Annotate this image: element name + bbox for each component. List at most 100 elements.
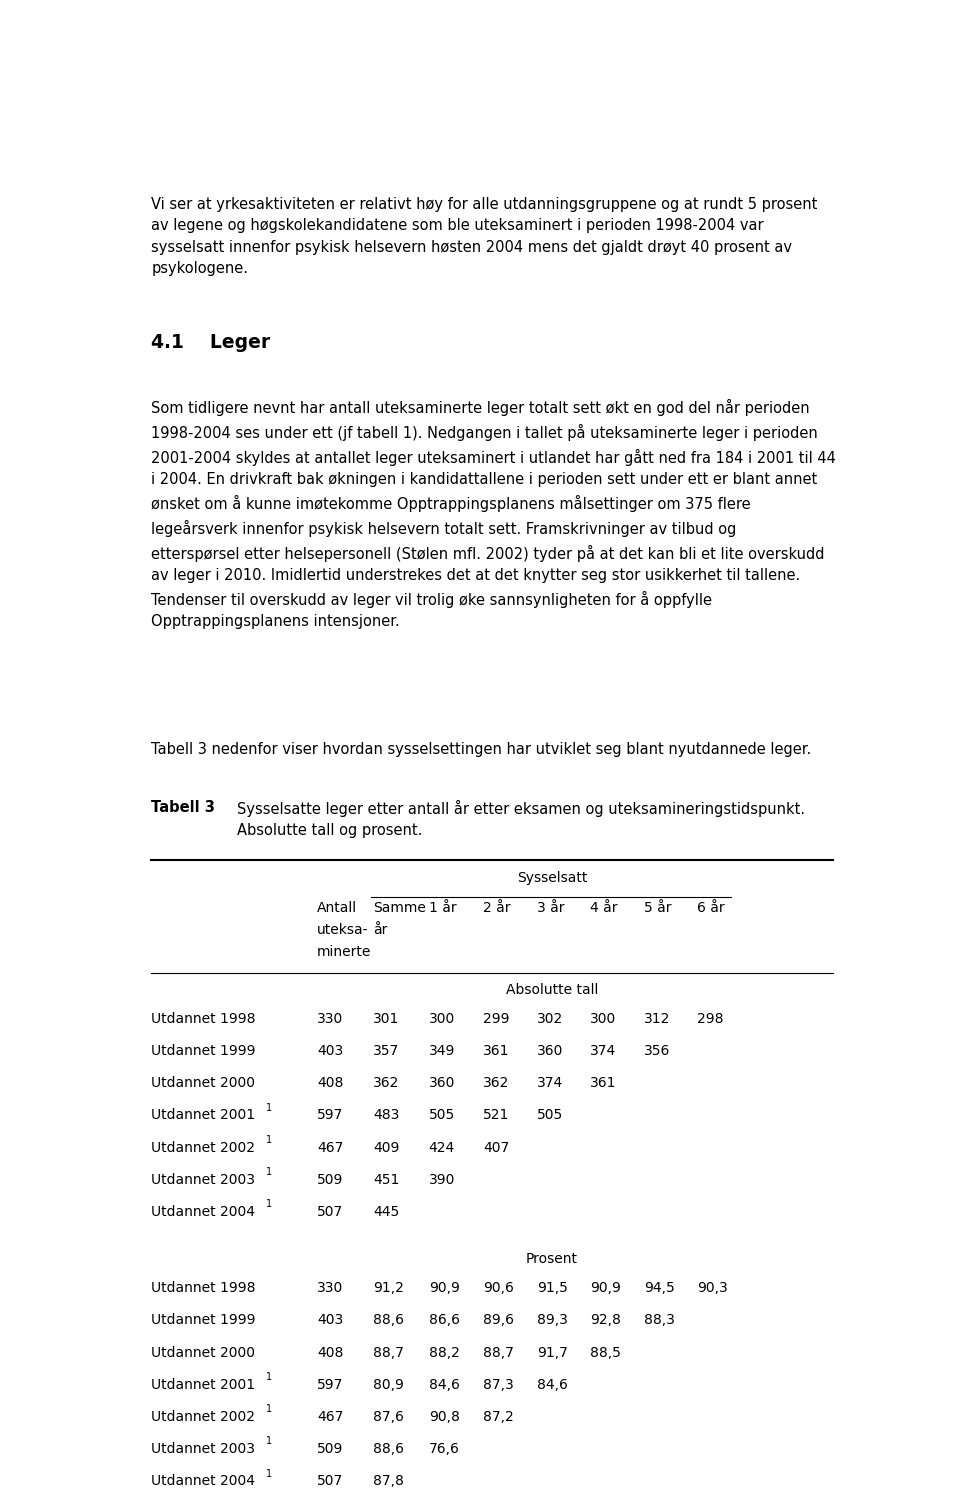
Text: 424: 424 [429,1141,455,1154]
Text: 505: 505 [537,1108,563,1123]
Text: 361: 361 [483,1044,510,1058]
Text: Antall: Antall [317,901,357,915]
Text: 90,8: 90,8 [429,1410,460,1423]
Text: 521: 521 [483,1108,510,1123]
Text: 300: 300 [429,1012,455,1026]
Text: 1: 1 [266,1199,272,1209]
Text: 507: 507 [317,1474,344,1489]
Text: 302: 302 [537,1012,563,1026]
Text: 362: 362 [483,1076,510,1090]
Text: år: år [372,922,387,937]
Text: Utdannet 1999: Utdannet 1999 [152,1044,255,1058]
Text: 374: 374 [537,1076,563,1090]
Text: 87,8: 87,8 [372,1474,404,1489]
Text: 349: 349 [429,1044,455,1058]
Text: 1: 1 [266,1372,272,1381]
Text: 356: 356 [644,1044,670,1058]
Text: 403: 403 [317,1313,344,1328]
Text: 89,3: 89,3 [537,1313,567,1328]
Text: 357: 357 [372,1044,399,1058]
Text: Sysselsatte leger etter antall år etter eksamen og uteksamineringstidspunkt.
Abs: Sysselsatte leger etter antall år etter … [237,800,804,839]
Text: uteksa-: uteksa- [317,922,369,937]
Text: 483: 483 [372,1108,399,1123]
Text: Utdannet 2002: Utdannet 2002 [152,1141,255,1154]
Text: minerte: minerte [317,945,372,958]
Text: 300: 300 [590,1012,616,1026]
Text: 1: 1 [266,1468,272,1479]
Text: 408: 408 [317,1346,344,1359]
Text: 312: 312 [644,1012,670,1026]
Text: 90,6: 90,6 [483,1281,514,1295]
Text: 86,6: 86,6 [429,1313,460,1328]
Text: 1: 1 [266,1437,272,1447]
Text: 361: 361 [590,1076,616,1090]
Text: 360: 360 [537,1044,563,1058]
Text: 409: 409 [372,1141,399,1154]
Text: 509: 509 [317,1443,344,1456]
Text: 374: 374 [590,1044,616,1058]
Text: 84,6: 84,6 [537,1378,567,1392]
Text: Vi ser at yrkesaktiviteten er relativt høy for alle utdanningsgruppene og at run: Vi ser at yrkesaktiviteten er relativt h… [152,197,818,277]
Text: 301: 301 [372,1012,399,1026]
Text: Utdannet 2001: Utdannet 2001 [152,1108,255,1123]
Text: 390: 390 [429,1174,455,1187]
Text: 90,9: 90,9 [590,1281,621,1295]
Text: Utdannet 2002: Utdannet 2002 [152,1410,255,1423]
Text: 76,6: 76,6 [429,1443,460,1456]
Text: 88,5: 88,5 [590,1346,621,1359]
Text: 445: 445 [372,1205,399,1218]
Text: 91,7: 91,7 [537,1346,567,1359]
Text: 91,5: 91,5 [537,1281,567,1295]
Text: 407: 407 [483,1141,510,1154]
Text: 88,6: 88,6 [372,1313,404,1328]
Text: Sysselsatt: Sysselsatt [516,872,588,885]
Text: 1: 1 [266,1404,272,1414]
Text: 1: 1 [266,1103,272,1112]
Text: 90,3: 90,3 [697,1281,728,1295]
Text: 4.1    Leger: 4.1 Leger [152,332,271,351]
Text: 80,9: 80,9 [372,1378,404,1392]
Text: Utdannet 1998: Utdannet 1998 [152,1281,255,1295]
Text: 88,2: 88,2 [429,1346,460,1359]
Text: 467: 467 [317,1410,344,1423]
Text: Utdannet 1999: Utdannet 1999 [152,1313,255,1328]
Text: Som tidligere nevnt har antall uteksaminerte leger totalt sett økt en god del nå: Som tidligere nevnt har antall uteksamin… [152,399,836,629]
Text: 597: 597 [317,1108,344,1123]
Text: 299: 299 [483,1012,510,1026]
Text: 403: 403 [317,1044,344,1058]
Text: Utdannet 2004: Utdannet 2004 [152,1474,255,1489]
Text: Tabell 3 nedenfor viser hvordan sysselsettingen har utviklet seg blant nyutdanne: Tabell 3 nedenfor viser hvordan sysselse… [152,743,811,758]
Text: 509: 509 [317,1174,344,1187]
Text: 507: 507 [317,1205,344,1218]
Text: 408: 408 [317,1076,344,1090]
Text: 467: 467 [317,1141,344,1154]
Text: 330: 330 [317,1012,344,1026]
Text: Utdannet 2001: Utdannet 2001 [152,1378,255,1392]
Text: 5 år: 5 år [644,901,671,915]
Text: 298: 298 [697,1012,724,1026]
Text: Utdannet 2000: Utdannet 2000 [152,1346,255,1359]
Text: Utdannet 1998: Utdannet 1998 [152,1012,255,1026]
Text: 89,6: 89,6 [483,1313,514,1328]
Text: 330: 330 [317,1281,344,1295]
Text: 92,8: 92,8 [590,1313,621,1328]
Text: 6 år: 6 år [697,901,725,915]
Text: 87,2: 87,2 [483,1410,514,1423]
Text: 88,3: 88,3 [644,1313,675,1328]
Text: 451: 451 [372,1174,399,1187]
Text: Utdannet 2003: Utdannet 2003 [152,1174,255,1187]
Text: 505: 505 [429,1108,455,1123]
Text: 1 år: 1 år [429,901,456,915]
Text: Absolutte tall: Absolutte tall [506,982,598,997]
Text: Utdannet 2000: Utdannet 2000 [152,1076,255,1090]
Text: Prosent: Prosent [526,1253,578,1266]
Text: 597: 597 [317,1378,344,1392]
Text: 94,5: 94,5 [644,1281,675,1295]
Text: 4 år: 4 år [590,901,617,915]
Text: Utdannet 2003: Utdannet 2003 [152,1443,255,1456]
Text: 88,7: 88,7 [372,1346,404,1359]
Text: 88,6: 88,6 [372,1443,404,1456]
Text: 2 år: 2 år [483,901,511,915]
Text: 88,7: 88,7 [483,1346,514,1359]
Text: 360: 360 [429,1076,455,1090]
